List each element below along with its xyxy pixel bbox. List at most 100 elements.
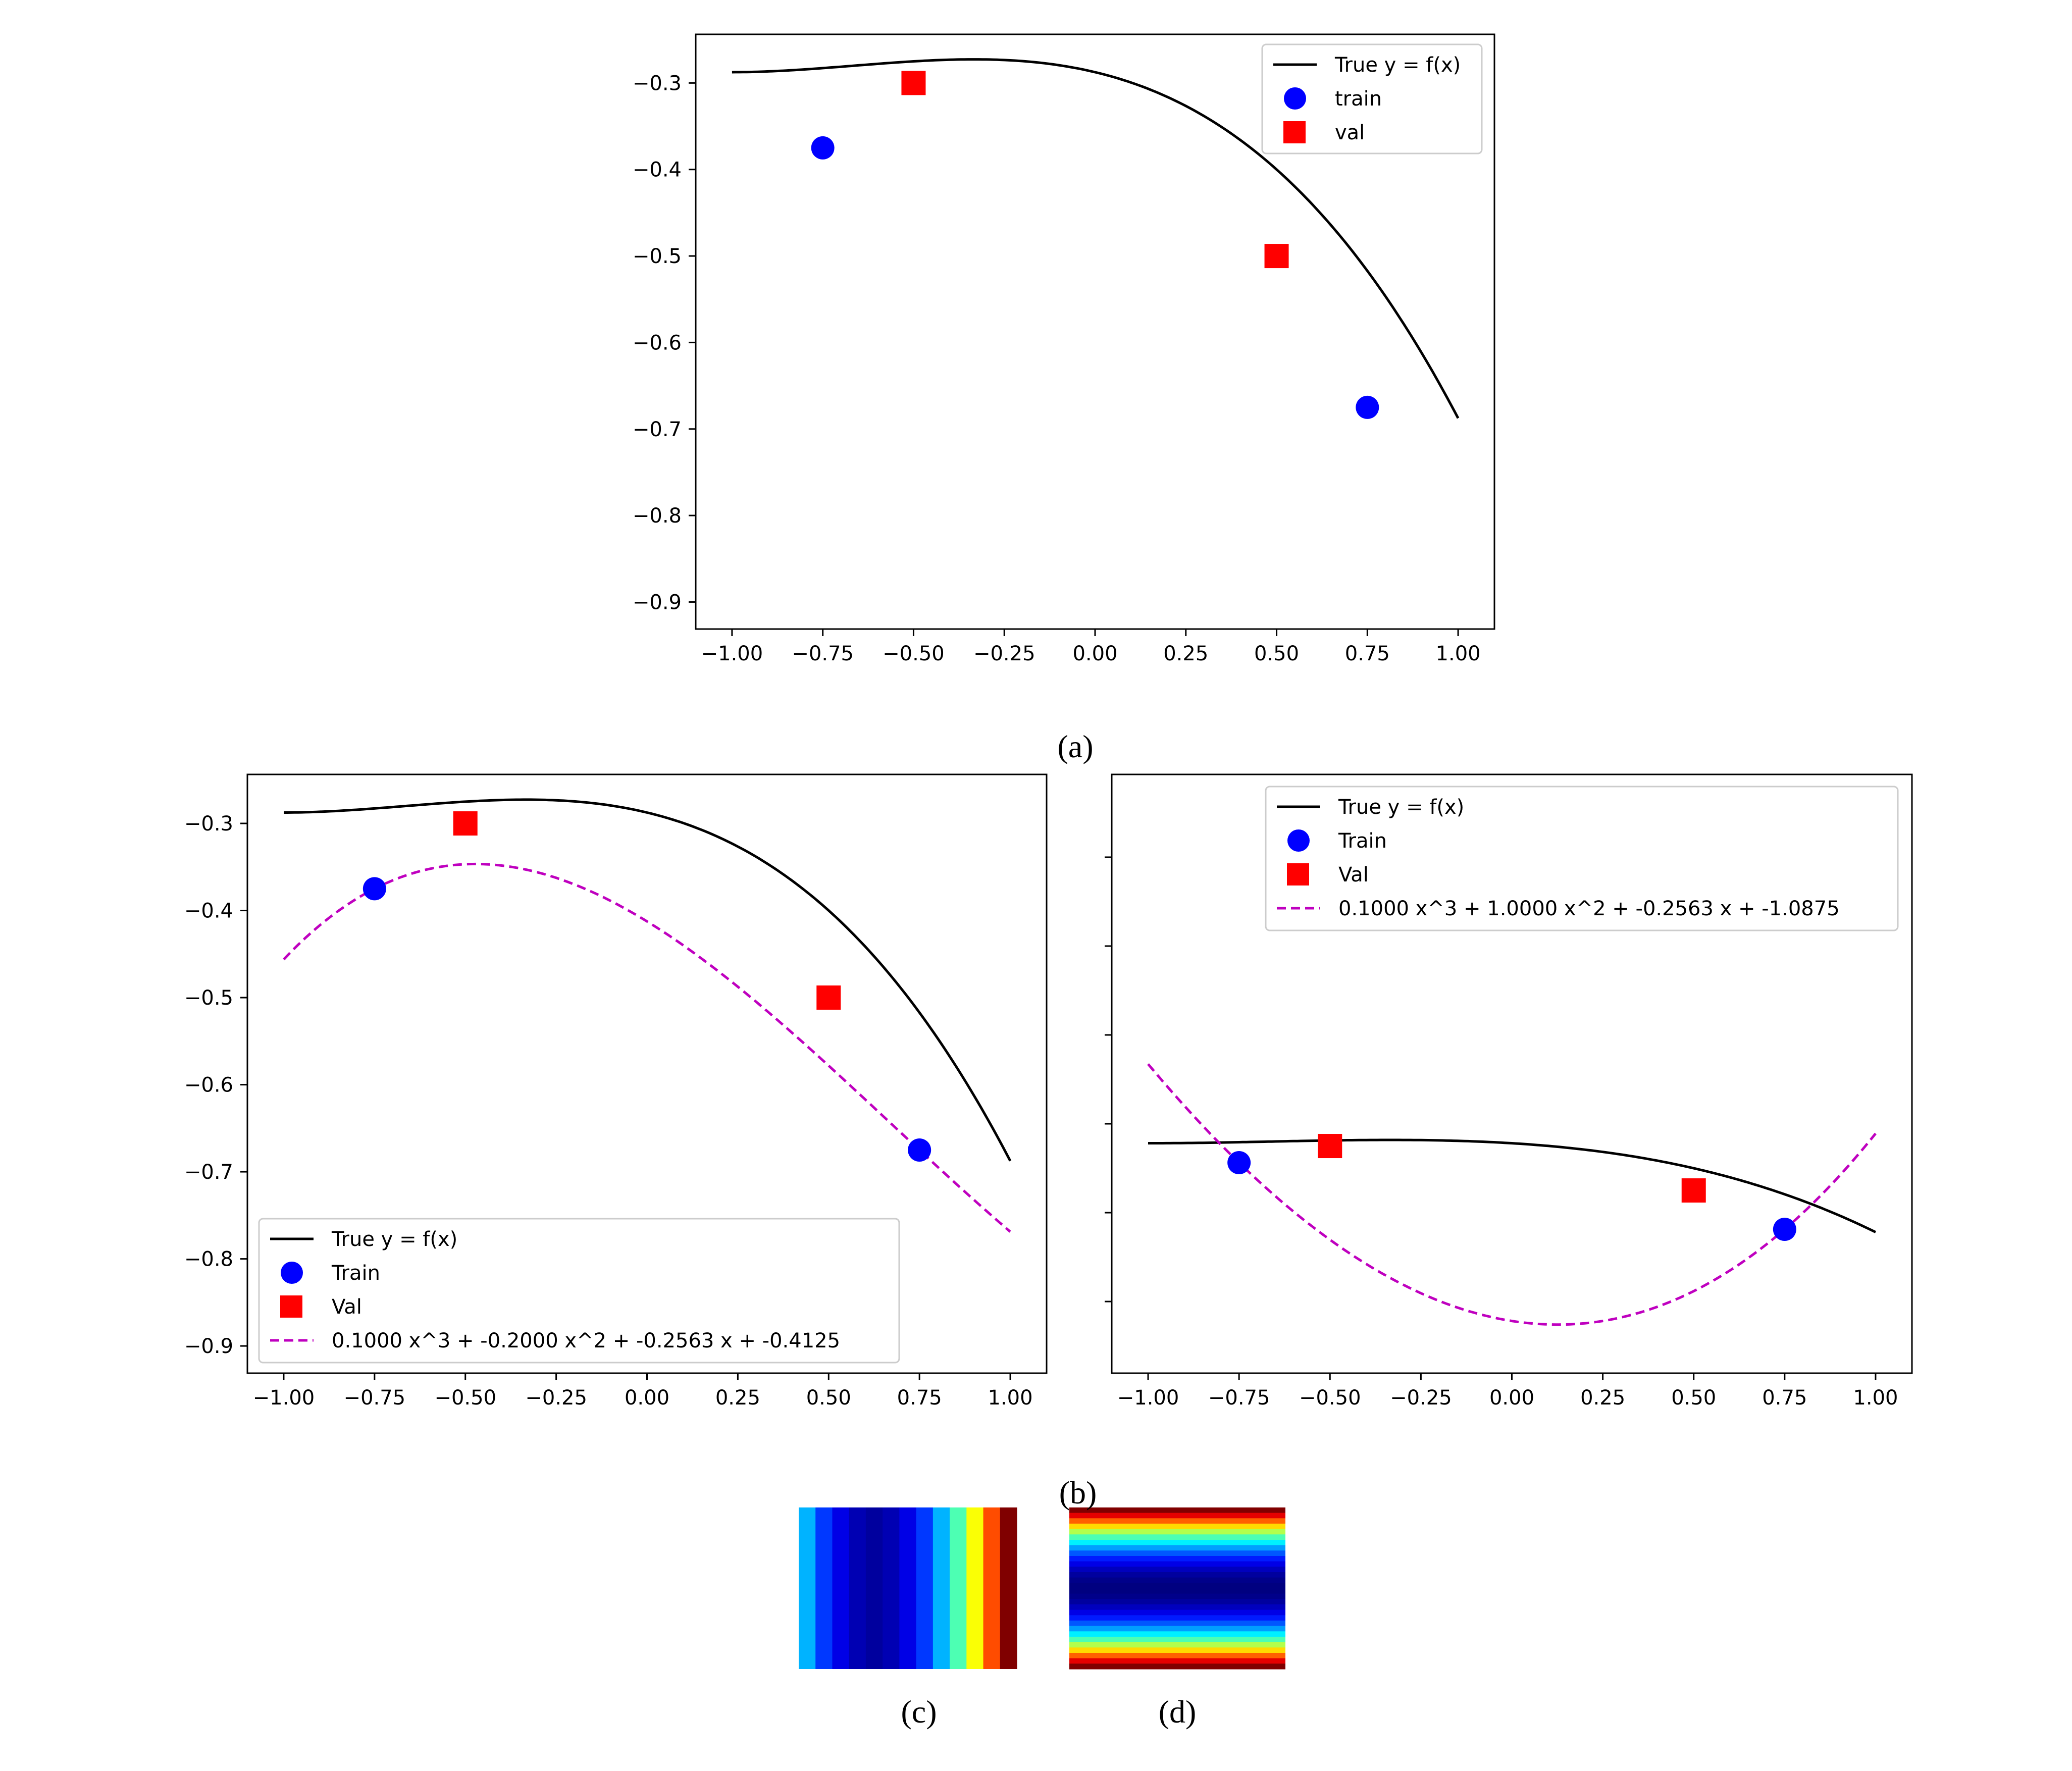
caption-d: (d) xyxy=(1159,1694,1197,1730)
x-tick-label: −1.00 xyxy=(1117,1386,1179,1410)
heatmap-cell xyxy=(1069,1593,1285,1599)
heatmap-panel-d xyxy=(1069,1507,1285,1670)
heatmap-cell xyxy=(1069,1534,1285,1540)
val-point xyxy=(1264,244,1289,269)
heatmap-cell xyxy=(865,1507,883,1669)
x-tick-label: 0.00 xyxy=(1072,642,1117,665)
y-tick-label: −0.8 xyxy=(633,504,682,528)
heatmap-cell xyxy=(1069,1583,1285,1589)
fit-curve-line xyxy=(1147,1063,1877,1326)
legend-key-val xyxy=(1287,863,1309,886)
heatmap-cell xyxy=(1069,1507,1285,1514)
heatmap-cell xyxy=(1069,1567,1285,1573)
legend-key-val xyxy=(1283,121,1306,143)
heatmap-cell xyxy=(883,1507,900,1669)
heatmap-cell xyxy=(1069,1658,1285,1664)
heatmap-cell xyxy=(1069,1621,1285,1627)
y-tick-label: −0.5 xyxy=(633,245,682,268)
chart-panel-b-left: −1.00 −0.75 −0.50 −0.25 0.00 0.25 0.50 0.75 1.00… xyxy=(184,773,1048,1410)
x-tick-label: 0.25 xyxy=(715,1386,760,1410)
y-tick-label: −0.7 xyxy=(184,1161,233,1184)
heatmap-cell xyxy=(815,1507,833,1669)
train-point xyxy=(811,136,835,160)
heatmap-cell xyxy=(1069,1653,1285,1659)
heatmap-cell xyxy=(1069,1556,1285,1562)
heatmap-cell xyxy=(1069,1529,1285,1535)
y-tick-label: −0.7 xyxy=(633,418,682,441)
x-tick-label: 1.00 xyxy=(1436,642,1481,665)
legend-box xyxy=(258,1218,900,1364)
legend-key-train xyxy=(1284,87,1306,110)
legend-label: True y = f(x) xyxy=(1338,796,1464,819)
heatmap-cell xyxy=(1069,1631,1285,1637)
heatmap-cell xyxy=(1069,1524,1285,1530)
train-point xyxy=(1227,1151,1251,1175)
y-tick-label: −0.3 xyxy=(633,72,682,95)
legend-label: Val xyxy=(1338,863,1369,887)
x-tick-label: 0.00 xyxy=(1489,1386,1534,1410)
train-point xyxy=(1773,1218,1796,1241)
val-point xyxy=(453,811,478,836)
legend-label: Train xyxy=(1338,829,1387,853)
x-tick-label: 0.50 xyxy=(1671,1386,1716,1410)
chart-panel-a: −1.00 −0.75 −0.50 −0.25 0.00 0.25 0.50 0.75 1.00… xyxy=(633,33,1495,665)
val-point xyxy=(1318,1134,1342,1159)
heatmap-panel-c xyxy=(799,1507,1017,1669)
legend-key-val xyxy=(280,1295,302,1318)
heatmap-cell xyxy=(1069,1647,1285,1653)
heatmap-cell xyxy=(983,1507,1001,1669)
train-point xyxy=(1356,395,1379,419)
heatmap-cell xyxy=(832,1507,850,1669)
y-tick-label: −0.4 xyxy=(184,900,233,923)
legend-label: True y = f(x) xyxy=(1334,54,1461,77)
x-tick-label: 0.50 xyxy=(806,1386,851,1410)
heatmap-cell xyxy=(799,1507,816,1669)
x-tick-label: 0.25 xyxy=(1163,642,1208,665)
legend-key-train xyxy=(281,1262,303,1284)
caption-b: (b) xyxy=(1059,1475,1097,1510)
x-tick-label: 0.75 xyxy=(1345,642,1390,665)
x-tick-label: 0.00 xyxy=(625,1386,669,1410)
train-point xyxy=(908,1138,931,1162)
legend-label: 0.1000 x^3 + -0.2000 x^2 + -0.2563 x + -… xyxy=(332,1329,840,1352)
legend-label: Val xyxy=(332,1295,362,1319)
y-tick-label: −0.6 xyxy=(633,331,682,354)
val-point xyxy=(816,985,841,1010)
x-tick-label: −0.25 xyxy=(525,1386,587,1410)
heatmap-cell xyxy=(950,1507,967,1669)
legend-label: True y = f(x) xyxy=(331,1228,457,1251)
heatmap-cell xyxy=(1069,1561,1285,1567)
legend-label: Train xyxy=(331,1262,380,1285)
heatmap-cell xyxy=(1069,1604,1285,1610)
caption-a: (a) xyxy=(1057,728,1093,764)
legend-key-train xyxy=(1287,829,1310,852)
heatmap-cell xyxy=(849,1507,866,1669)
heatmap-cell xyxy=(1069,1518,1285,1524)
true-curve-line xyxy=(284,798,1012,1162)
heatmap-cell xyxy=(1000,1507,1017,1669)
x-tick-label: −0.25 xyxy=(973,642,1035,665)
x-tick-label: −0.50 xyxy=(883,642,945,665)
legend-label: val xyxy=(1335,121,1365,144)
x-tick-label: 0.25 xyxy=(1580,1386,1625,1410)
legend-label: 0.1000 x^3 + 1.0000 x^2 + -0.2563 x + -1… xyxy=(1338,897,1840,920)
true-curve-line xyxy=(732,58,1460,419)
heatmap-cell xyxy=(1069,1637,1285,1643)
chart-panel-b-right: −1.00 −0.75 −0.50 −0.25 0.00 0.25 0.50 0.75 1.00… xyxy=(1105,773,1913,1410)
heatmap-cell xyxy=(916,1507,934,1669)
heatmap-cell xyxy=(1069,1572,1285,1578)
x-tick-label: 0.75 xyxy=(1762,1386,1807,1410)
fit-curve-line xyxy=(283,862,1011,1233)
heatmap-cell xyxy=(1069,1540,1285,1546)
y-tick-label: −0.8 xyxy=(184,1248,233,1271)
heatmap-cell xyxy=(1069,1599,1285,1605)
heatmap-cell xyxy=(1069,1513,1285,1519)
legend-label: train xyxy=(1335,87,1382,111)
x-tick-label: 1.00 xyxy=(1853,1386,1898,1410)
caption-c: (c) xyxy=(901,1694,937,1730)
heatmap-cell xyxy=(933,1507,950,1669)
true-curve-line xyxy=(1148,1138,1877,1233)
legend-box xyxy=(1261,43,1483,154)
heatmap-cell xyxy=(1069,1577,1285,1583)
